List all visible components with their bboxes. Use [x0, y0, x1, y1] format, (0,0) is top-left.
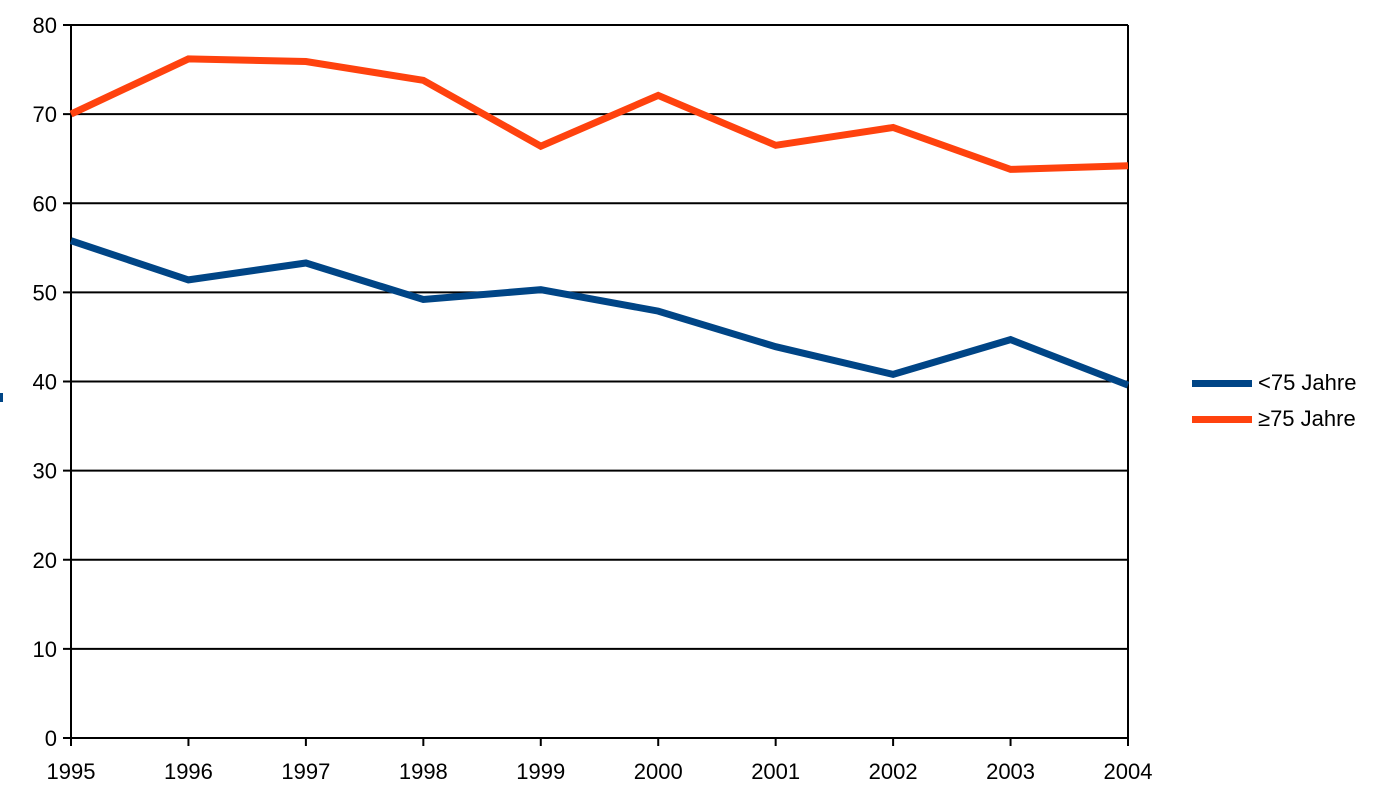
x-tick-label: 1998	[399, 759, 448, 784]
x-tick-label: 1997	[281, 759, 330, 784]
x-tick-label: 2004	[1104, 759, 1153, 784]
legend-swatch-75-plus	[1192, 415, 1252, 423]
y-tick-label: 80	[33, 13, 57, 38]
x-tick-label: 1995	[47, 759, 96, 784]
edge-artifact	[0, 393, 3, 402]
gridlines	[63, 24, 1129, 746]
x-axis: 1995 1996 1997 1998 1999 2000 2001 2002 2003 2004	[47, 738, 1153, 784]
legend-item-75-plus: ≥75 Jahre	[1192, 401, 1356, 437]
x-tick-label: 2002	[869, 759, 918, 784]
y-tick-label: 50	[33, 280, 57, 305]
series-line-75-plus	[69, 55, 1129, 173]
legend-label: ≥75 Jahre	[1258, 406, 1356, 431]
y-tick-label: 10	[33, 637, 57, 662]
legend-item-under-75: <75 Jahre	[1192, 365, 1356, 401]
x-tick-label: 2003	[986, 759, 1035, 784]
y-axis: 0 10 20 30 40 50 60 70 80	[33, 13, 57, 751]
x-tick-label: 2000	[634, 759, 683, 784]
legend-label: <75 Jahre	[1258, 370, 1357, 395]
series-line-under-75	[69, 237, 1130, 389]
legend: <75 Jahre ≥75 Jahre	[1192, 365, 1356, 437]
y-tick-label: 70	[33, 102, 57, 127]
y-tick-label: 30	[33, 459, 57, 484]
legend-swatch-under-75	[1192, 379, 1252, 387]
y-tick-label: 20	[33, 548, 57, 573]
y-tick-label: 60	[33, 191, 57, 216]
y-tick-label: 0	[45, 726, 57, 751]
x-tick-label: 2001	[751, 759, 800, 784]
x-tick-label: 1996	[164, 759, 213, 784]
x-tick-label: 1999	[516, 759, 565, 784]
y-tick-label: 40	[33, 370, 57, 395]
series-lines	[69, 55, 1130, 389]
